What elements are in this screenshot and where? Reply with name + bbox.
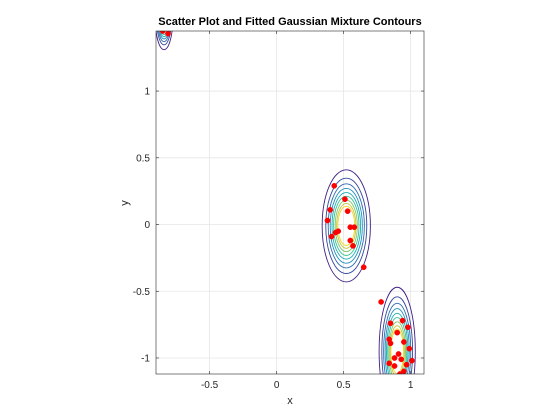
contour-line bbox=[333, 195, 360, 256]
contour-line bbox=[325, 177, 368, 274]
scatter-point bbox=[387, 320, 394, 327]
scatter-point bbox=[395, 351, 402, 357]
scatter-point bbox=[360, 264, 367, 271]
scatter-point bbox=[332, 229, 339, 236]
x-axis-label: x bbox=[287, 395, 293, 407]
scatter-point bbox=[159, 31, 166, 34]
scatter-point bbox=[386, 360, 393, 367]
scatter-point bbox=[391, 363, 398, 369]
scatter-point bbox=[406, 345, 413, 352]
y-tick-label: 0.5 bbox=[136, 153, 150, 164]
axes-box bbox=[155, 30, 425, 375]
contour-line bbox=[158, 31, 170, 40]
contour-line bbox=[383, 302, 412, 374]
scatter-point bbox=[401, 339, 407, 345]
contour-line bbox=[386, 312, 409, 374]
scatter-point bbox=[350, 243, 356, 249]
contour-line bbox=[160, 31, 168, 35]
scatter-point bbox=[409, 357, 415, 364]
y-axis-label: y bbox=[119, 200, 131, 206]
y-tick-label: -0.5 bbox=[133, 287, 151, 298]
y-tick-label: 0 bbox=[144, 220, 150, 231]
scatter-point bbox=[394, 329, 401, 336]
scatter-point bbox=[328, 233, 335, 240]
scatter-point bbox=[351, 224, 358, 231]
x-tick-label: -0.5 bbox=[201, 380, 219, 391]
contour-line bbox=[327, 183, 365, 269]
y-tick-label: 1 bbox=[144, 87, 150, 98]
scatter-point bbox=[387, 340, 394, 347]
scatter-point bbox=[327, 206, 334, 213]
scatter-point bbox=[165, 31, 171, 37]
contour-line bbox=[381, 296, 414, 374]
contour-line bbox=[157, 31, 172, 46]
scatter-point bbox=[342, 196, 348, 203]
scatter-point bbox=[403, 361, 410, 368]
contour-line bbox=[388, 321, 406, 374]
contour-line bbox=[321, 169, 371, 283]
scatter-points bbox=[159, 31, 415, 374]
x-tick-label: 1 bbox=[408, 380, 414, 391]
contour-line bbox=[389, 325, 405, 374]
chart-title: Scatter Plot and Fitted Gaussian Mixture… bbox=[158, 16, 421, 28]
axes-background bbox=[156, 31, 424, 374]
scatter-point bbox=[391, 355, 398, 361]
scatter-point bbox=[405, 324, 411, 331]
x-tick-label: 0.5 bbox=[337, 380, 351, 391]
contour-line bbox=[378, 286, 416, 374]
scatter-point bbox=[344, 208, 351, 215]
y-tick-label: -1 bbox=[141, 353, 150, 364]
scatter-point bbox=[324, 217, 331, 224]
tick-marks bbox=[156, 31, 424, 374]
plot-area bbox=[155, 30, 425, 375]
scatter-point bbox=[331, 182, 338, 189]
scatter-point bbox=[399, 317, 406, 324]
scatter-point bbox=[378, 299, 384, 305]
contour-line bbox=[158, 31, 171, 43]
grid-lines bbox=[156, 31, 424, 374]
contour-line bbox=[387, 317, 408, 374]
x-tick-label: 0 bbox=[274, 380, 280, 391]
contour-line bbox=[331, 192, 362, 260]
contour-line bbox=[156, 31, 173, 51]
scatter-point bbox=[347, 237, 354, 244]
scatter-point bbox=[398, 356, 405, 363]
contour-line bbox=[159, 31, 169, 38]
contour-line bbox=[329, 188, 363, 264]
